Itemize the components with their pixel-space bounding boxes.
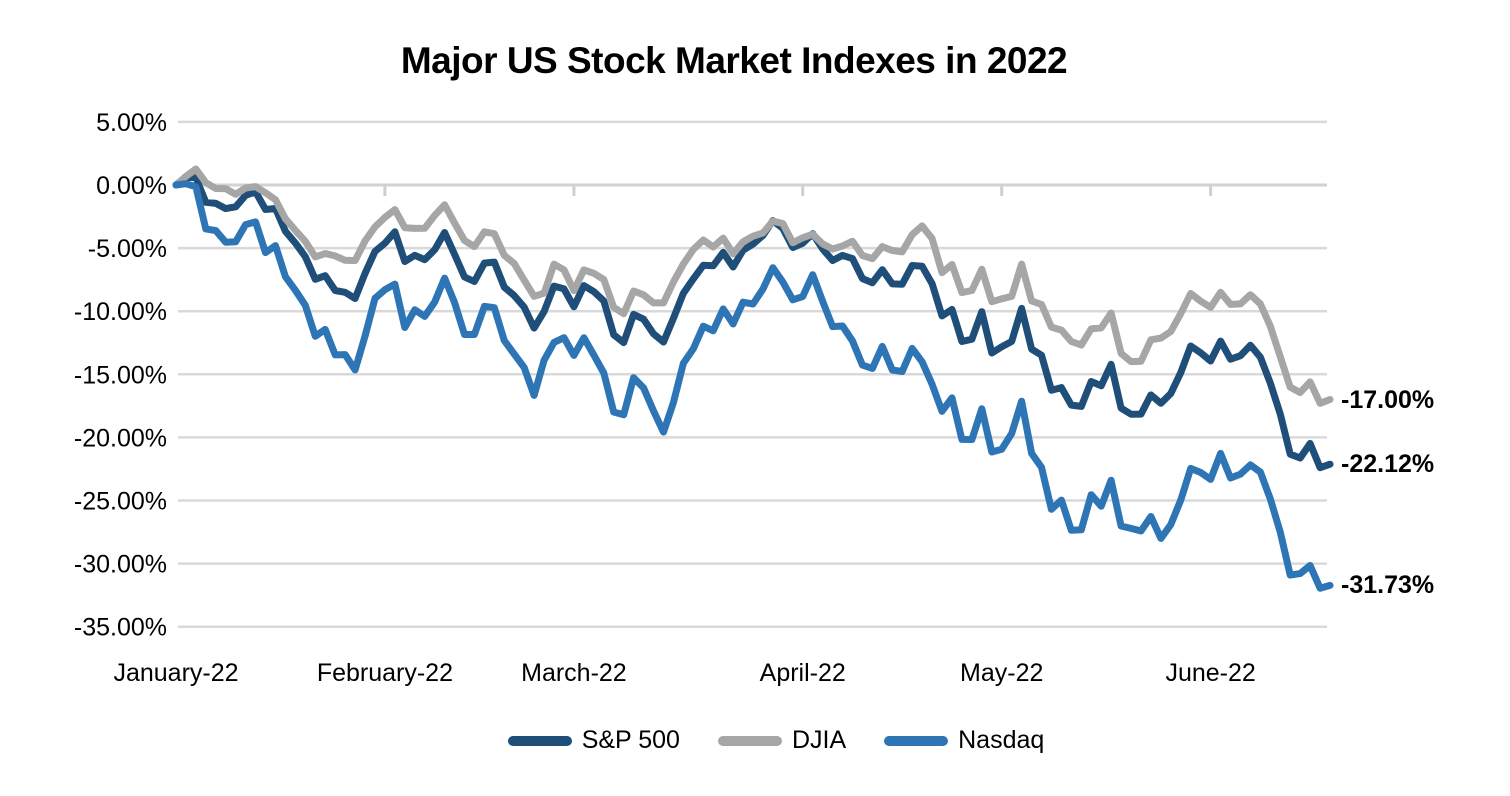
end-label-sp500: -22.12%: [1341, 450, 1435, 479]
end-label-djia: -17.00%: [1341, 385, 1435, 414]
y-tick-label: 5.00%: [96, 109, 167, 137]
legend-label-nasdaq: Nasdaq: [958, 726, 1045, 754]
end-label-nasdaq: -31.73%: [1341, 571, 1435, 600]
series-line-sp500: [172, 173, 1334, 472]
chart-title: Major US Stock Market Indexes in 2022: [400, 40, 1068, 81]
legend-label-sp500: S&P 500: [581, 726, 680, 754]
y-tick-label: -35.00%: [74, 614, 167, 642]
legend-marker-sp500: [507, 735, 572, 746]
x-tick-label: March-22: [521, 659, 627, 687]
y-tick-label: 0.00%: [96, 172, 167, 200]
x-tick-label: June-22: [1165, 659, 1255, 687]
y-tick-label: -30.00%: [74, 551, 167, 579]
y-tick-label: -20.00%: [74, 424, 167, 452]
x-tick-label: January-22: [113, 659, 238, 687]
legend-label-djia: DJIA: [791, 726, 847, 754]
legend-marker-nasdaq: [884, 735, 949, 746]
y-tick-label: -5.00%: [88, 235, 167, 263]
legend-item-djia: DJIA: [717, 726, 847, 755]
y-tick-label: -15.00%: [74, 361, 167, 389]
legend-item-sp500: S&P 500: [507, 726, 680, 755]
x-tick-label: May-22: [960, 659, 1043, 687]
series-line-djia: [172, 165, 1334, 407]
plot-area: 5.00% 0.00% -5.00% -10.00% -15.00% -20.00% -25…: [74, 109, 1334, 687]
y-tick-label: -25.00%: [74, 488, 167, 516]
legend-item-nasdaq: Nasdaq: [884, 726, 1044, 755]
legend-marker-djia: [717, 735, 782, 746]
legend: S&P 500 DJIA Nasdaq: [42, 726, 1510, 755]
y-tick-label: -10.00%: [74, 298, 167, 326]
series-line-nasdaq: [172, 180, 1334, 592]
x-tick-label: April-22: [760, 659, 846, 687]
x-tick-label: February-22: [317, 659, 453, 687]
